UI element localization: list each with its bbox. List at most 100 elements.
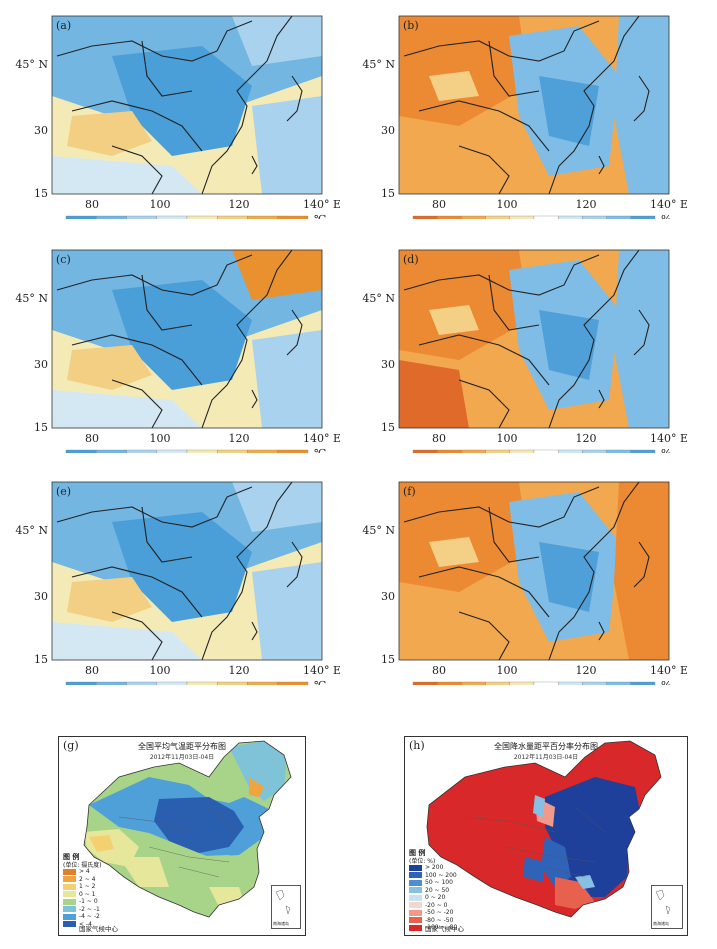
legend-swatch [409,864,422,871]
panel-h-org: 国家气候中心 [425,925,464,933]
colorbar-swatch [582,681,607,685]
field-region [614,250,669,428]
legend-item: < -4 [63,921,102,929]
field-region [52,156,202,194]
lon-tick-label: 140° E [650,664,687,677]
legend-swatch [63,876,76,883]
colorbar-swatch [126,681,157,685]
lat-tick-label: 45° N [15,524,48,537]
field-region [232,250,322,300]
legend-item: 20 ~ 50 [409,887,457,895]
boundary-line [71,100,203,152]
lat-tick-label: 15 [381,653,395,666]
legend-item-label: -1 ~ 0 [79,898,98,906]
colorbar-swatch [217,215,248,219]
field-region [252,562,322,660]
colorbar-swatch [247,215,278,219]
legend-item-label: 0 ~ 20 [425,894,446,902]
field-region [232,482,322,532]
lat-tick-label: 30 [381,124,395,137]
lat-tick-label: 30 [34,590,48,603]
legend-swatch [63,906,76,913]
boundary-line [458,611,510,660]
boundary-line [71,566,203,618]
field-region [399,360,469,428]
boundary-line [488,506,540,563]
lat-tick-label: 15 [381,187,395,200]
legend-item: -20 ~ 0 [409,902,457,910]
colorbar-swatch [630,215,656,219]
field-region [399,16,529,126]
colorbar-swatch [96,215,127,219]
lat-tick-label: 30 [34,124,48,137]
boundary-line [548,482,640,660]
panel-f-label: (f) [403,485,416,498]
legend-item-label: > 4 [79,868,90,876]
lat-tick-label: 15 [34,421,48,434]
colorbar-swatch [533,681,559,685]
boundary-line [201,250,293,428]
lon-tick-label: 140° E [650,198,687,211]
colorbar-swatch [558,681,583,685]
boundary-line [251,155,258,175]
colorbar-swatch [126,449,157,453]
legend-item-label: > 200 [425,864,444,872]
colorbar-swatch [277,449,309,453]
boundary-line [458,379,510,428]
field-region [539,310,599,380]
colorbar-swatch [461,449,486,453]
lat-tick-label: 45° N [15,292,48,305]
boundary-line [403,20,600,62]
legend-item-label: -80 ~ -50 [425,916,454,924]
colorbar-unit: % [661,679,671,685]
lon-tick-label: 80 [85,198,99,211]
boundary-line [418,100,550,152]
legend-item-label: -50 ~ -20 [425,909,454,917]
boundary-line [111,145,163,194]
boundary-line [633,309,650,356]
colorbar-swatch [582,449,607,453]
colorbar-swatch [533,215,559,219]
field-region [67,577,152,622]
lon-tick-label: 100 [150,432,171,445]
legend-item: > 4 [63,868,102,876]
legend-swatch [63,868,76,875]
colorbar-swatch [606,215,631,219]
boundary-line [548,16,640,194]
lon-tick-label: 80 [432,432,446,445]
colorbar-swatch [509,215,535,219]
field-region [399,592,469,660]
colorbar-swatch [558,449,583,453]
boundary-line [286,309,303,356]
colorbar-swatch [156,215,188,219]
panel-g-label: (g) [63,739,79,752]
colorbar-swatch [247,449,278,453]
lon-tick-label: 120 [229,198,250,211]
field-region [429,305,479,335]
legend-item-label: 0 ~ 1 [79,890,96,898]
colorbar-swatch [630,681,656,685]
colorbar-unit: ℃ [314,213,326,219]
lon-tick-label: 120 [576,432,597,445]
panel-c-label: (c) [56,253,71,266]
lat-tick-label: 45° N [362,524,395,537]
lon-tick-label: 140° E [303,664,340,677]
panel-d-label: (d) [403,253,419,266]
boundary-line [56,20,253,62]
field-region [52,622,202,660]
panel-b-label: (b) [403,19,419,32]
lon-tick-label: 120 [229,664,250,677]
boundary-line [598,389,605,409]
legend-item: 2 ~ 4 [63,876,102,884]
colorbar-unit: ℃ [314,447,326,453]
legend-item: -80 ~ -50 [409,917,457,925]
inset-label: 南海诸岛 [653,921,669,926]
lat-tick-label: 45° N [362,58,395,71]
legend-swatch [63,883,76,890]
